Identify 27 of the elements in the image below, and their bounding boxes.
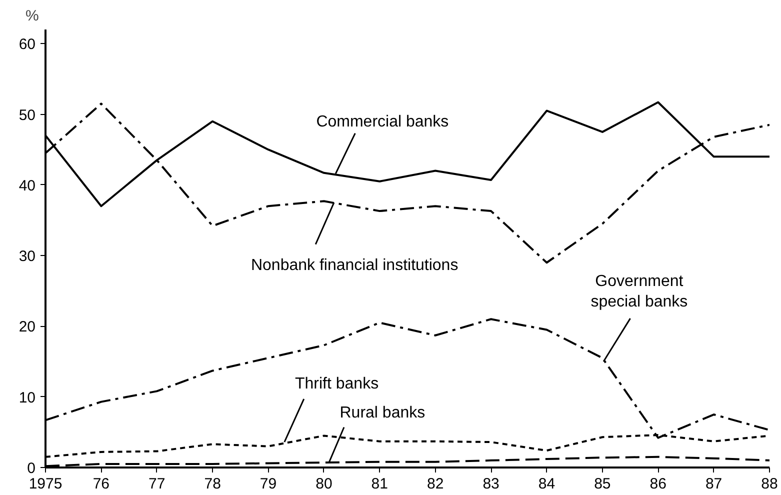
y-tick-label: 10 [18,389,36,406]
x-tick-label: 84 [538,476,556,492]
text: Rural banks [340,404,426,422]
x-tick-label: 81 [371,476,388,492]
text: Commercial banks [316,114,449,131]
x-tick-label: 82 [427,476,444,492]
y-axis-title: % [26,8,39,24]
x-tick-label: 88 [761,476,778,492]
x-tick-label: 86 [650,476,666,492]
y-tick-label: 50 [18,106,36,124]
y-tick-label: 30 [18,248,36,266]
x-tick-label: 1975 [28,476,62,492]
text: Thrift banks [294,376,379,393]
text: Government special banks [590,272,688,310]
y-tick-label: 20 [18,318,36,336]
y-tick-label: 0 [27,460,36,477]
x-tick-label: 83 [482,476,500,492]
text: Nonbank financial institutions [250,256,458,274]
y-tick-label: 60 [18,36,36,54]
x-tick-label: 77 [148,476,166,492]
y-tick-label: 40 [18,177,36,194]
x-tick-label: 87 [705,476,722,492]
x-tick-label: 80 [316,476,332,492]
x-tick-label: 79 [260,476,277,492]
x-tick-label: 85 [594,476,611,492]
x-tick-label: 78 [204,476,221,492]
x-tick-label: 76 [92,476,110,492]
